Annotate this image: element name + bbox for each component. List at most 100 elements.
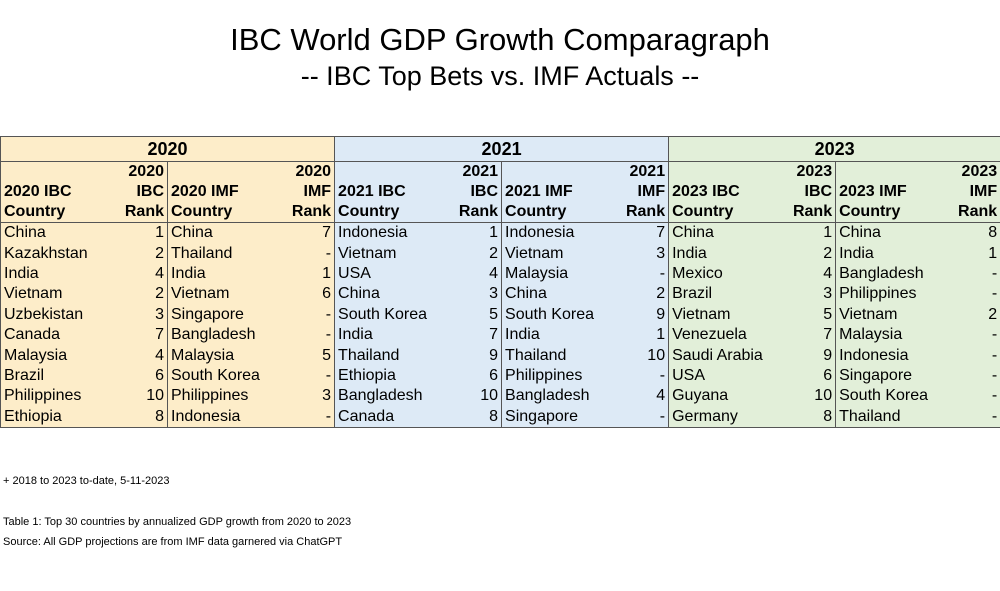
ibc-rank-cell: 6 bbox=[112, 365, 168, 387]
ibc-rank-cell: 7 bbox=[446, 324, 502, 346]
col-header: Rank bbox=[279, 202, 336, 223]
imf-country-cell: China bbox=[501, 284, 614, 305]
ibc-rank-cell: 3 bbox=[112, 304, 168, 325]
ibc-rank-cell: 3 bbox=[780, 284, 836, 305]
col-header: Rank bbox=[947, 202, 1000, 223]
ibc-country-cell: Philippines bbox=[0, 386, 113, 407]
ibc-country-cell: Kazakhstan bbox=[0, 243, 113, 264]
imf-country-cell: India bbox=[501, 324, 614, 346]
ibc-country-cell: USA bbox=[334, 263, 447, 285]
col-header: 2020 IBC bbox=[0, 182, 113, 202]
col-header: Country bbox=[501, 202, 614, 223]
table-row: China 1 China 7 Indonesia 1 Indonesia 7 China 1 Ch… bbox=[0, 222, 1000, 244]
ibc-country-cell: Thailand bbox=[334, 345, 447, 366]
imf-country-cell: Bangladesh bbox=[167, 324, 280, 346]
col-header: Country bbox=[167, 202, 280, 223]
imf-rank-cell: - bbox=[279, 304, 336, 325]
year-header-2021: 2021 bbox=[334, 136, 670, 162]
ibc-rank-cell: 5 bbox=[446, 304, 502, 325]
imf-rank-cell: 9 bbox=[613, 304, 670, 325]
imf-rank-cell: 7 bbox=[279, 222, 336, 244]
ibc-country-cell: Brazil bbox=[668, 284, 781, 305]
ibc-rank-cell: 2 bbox=[112, 284, 168, 305]
imf-rank-cell: 3 bbox=[613, 243, 670, 264]
ibc-rank-cell: 7 bbox=[780, 324, 836, 346]
ibc-rank-cell: 10 bbox=[112, 386, 168, 407]
imf-rank-cell: - bbox=[947, 386, 1000, 407]
footnote: + 2018 to 2023 to-date, 5-11-2023 bbox=[3, 475, 170, 487]
imf-country-cell: Thailand bbox=[835, 406, 948, 428]
year-header-2020: 2020 bbox=[0, 136, 336, 162]
ibc-country-cell: Vietnam bbox=[0, 284, 113, 305]
imf-rank-cell: 2 bbox=[613, 284, 670, 305]
ibc-rank-cell: 4 bbox=[112, 263, 168, 285]
col-header: 2021 IBC bbox=[334, 182, 447, 202]
imf-country-cell: Thailand bbox=[167, 243, 280, 264]
table-body: China 1 China 7 Indonesia 1 Indonesia 7 China 1 Ch… bbox=[0, 222, 1000, 428]
ibc-country-cell: South Korea bbox=[334, 304, 447, 325]
ibc-country-cell: Vietnam bbox=[334, 243, 447, 264]
imf-rank-cell: - bbox=[947, 365, 1000, 387]
ibc-country-cell: China bbox=[0, 222, 113, 244]
ibc-country-cell: Vietnam bbox=[668, 304, 781, 325]
page-subtitle: -- IBC Top Bets vs. IMF Actuals -- bbox=[300, 61, 700, 91]
ibc-country-cell: Ethiopia bbox=[0, 406, 113, 428]
col-header bbox=[167, 161, 280, 182]
ibc-country-cell: Mexico bbox=[668, 263, 781, 285]
ibc-rank-cell: 9 bbox=[446, 345, 502, 366]
imf-country-cell: Indonesia bbox=[501, 222, 614, 244]
imf-rank-cell: 10 bbox=[613, 345, 670, 366]
imf-country-cell: Indonesia bbox=[167, 406, 280, 428]
imf-rank-cell: - bbox=[613, 406, 670, 428]
ibc-rank-cell: 6 bbox=[780, 365, 836, 387]
imf-rank-cell: - bbox=[947, 263, 1000, 285]
ibc-rank-cell: 4 bbox=[780, 263, 836, 285]
imf-rank-cell: 1 bbox=[947, 243, 1000, 264]
imf-country-cell: Philippines bbox=[835, 284, 948, 305]
imf-country-cell: Singapore bbox=[167, 304, 280, 325]
ibc-rank-cell: 9 bbox=[780, 345, 836, 366]
table-caption: Table 1: Top 30 countries by annualized … bbox=[3, 516, 352, 528]
col-header: Country bbox=[835, 202, 948, 223]
col-header: 2023 bbox=[780, 161, 836, 182]
gdp-comparison-table: 2020 2021 2023 2020 2020 2021 2021 2023 … bbox=[0, 136, 1000, 428]
col-header bbox=[835, 161, 948, 182]
col-header: IBC bbox=[780, 182, 836, 202]
imf-country-cell: Singapore bbox=[501, 406, 614, 428]
source-note: Source: All GDP projections are from IMF… bbox=[3, 536, 343, 548]
table-row: Canada 7 Bangladesh - India 7 India 1 Venezuela 7… bbox=[0, 324, 1000, 346]
col-header: 2023 IMF bbox=[835, 182, 948, 202]
col-header: Rank bbox=[780, 202, 836, 223]
ibc-rank-cell: 10 bbox=[446, 386, 502, 407]
ibc-rank-cell: 1 bbox=[780, 222, 836, 244]
ibc-rank-cell: 3 bbox=[446, 284, 502, 305]
ibc-country-cell: Canada bbox=[0, 324, 113, 346]
imf-rank-cell: - bbox=[947, 406, 1000, 428]
table-row: Vietnam 2 Vietnam 6 China 3 China 2 Brazil 3 Phili… bbox=[0, 284, 1000, 305]
col-header: IBC bbox=[446, 182, 502, 202]
imf-country-cell: South Korea bbox=[835, 386, 948, 407]
col-header: 2021 bbox=[613, 161, 670, 182]
ibc-country-cell: Brazil bbox=[0, 365, 113, 387]
table-row: India 4 India 1 USA 4 Malaysia - Mexico 4 Banglade… bbox=[0, 263, 1000, 285]
table-row: Ethiopia 8 Indonesia - Canada 8 Singapore - Germ… bbox=[0, 406, 1000, 428]
ibc-rank-cell: 2 bbox=[780, 243, 836, 264]
col-header bbox=[0, 161, 113, 182]
table-row: Uzbekistan 3 Singapore - South Korea 5 South K… bbox=[0, 304, 1000, 325]
imf-rank-cell: 1 bbox=[613, 324, 670, 346]
ibc-country-cell: China bbox=[668, 222, 781, 244]
ibc-rank-cell: 8 bbox=[112, 406, 168, 428]
imf-country-cell: Vietnam bbox=[501, 243, 614, 264]
imf-country-cell: Malaysia bbox=[835, 324, 948, 346]
table-row: Malaysia 4 Malaysia 5 Thailand 9 Thailand 10 Sau… bbox=[0, 345, 1000, 366]
imf-rank-cell: - bbox=[279, 243, 336, 264]
col-header: Rank bbox=[112, 202, 168, 223]
ibc-country-cell: Bangladesh bbox=[334, 386, 447, 407]
ibc-rank-cell: 1 bbox=[446, 222, 502, 244]
ibc-rank-cell: 10 bbox=[780, 386, 836, 407]
col-header bbox=[334, 161, 447, 182]
imf-country-cell: Vietnam bbox=[167, 284, 280, 305]
table-row: Kazakhstan 2 Thailand - Vietnam 2 Vietnam 3 Indi… bbox=[0, 243, 1000, 264]
imf-rank-cell: - bbox=[947, 345, 1000, 366]
ibc-rank-cell: 6 bbox=[446, 365, 502, 387]
